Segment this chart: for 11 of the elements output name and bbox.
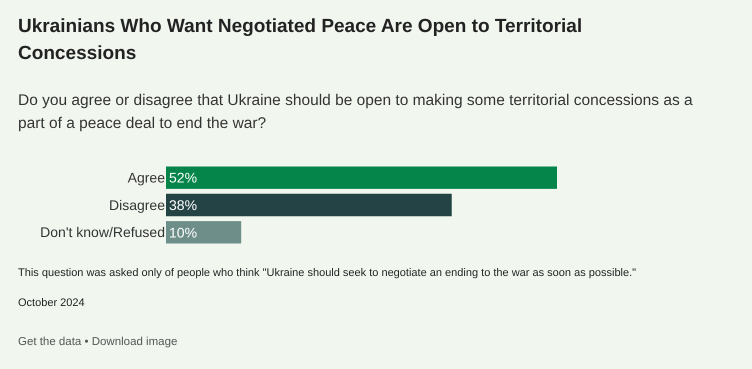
chart-subtitle: Do you agree or disagree that Ukraine should be open to making some territorial concessions as a part of a peace deal to end the war? xyxy=(18,91,694,134)
chart-title: Ukrainians Who Want Negotiated Peace Are Open to Territorial Concessions xyxy=(18,15,584,66)
y-tick-label: Disagree xyxy=(108,196,166,213)
data-label: 10% xyxy=(169,224,198,240)
data-label: 52% xyxy=(169,170,198,186)
data-label: 38% xyxy=(169,197,198,213)
y-tick-label: Agree xyxy=(128,170,166,186)
text: This question was asked only of people who think "Ukraine should seek to negotiate an ending to the war as soon as possible." xyxy=(18,266,638,281)
text: Get the data • Download image xyxy=(18,335,178,350)
text: October 2024 xyxy=(18,296,86,311)
y-tick-label: Don't know/Refused xyxy=(40,224,165,240)
